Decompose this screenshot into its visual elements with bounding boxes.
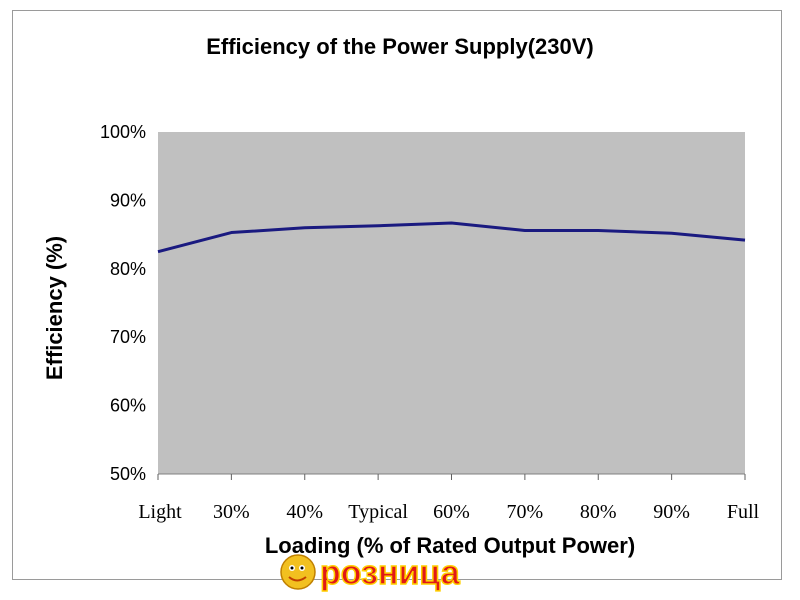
y-tick-label: 80% xyxy=(110,259,146,279)
y-tick-label: 90% xyxy=(110,190,146,210)
x-tick-label: 90% xyxy=(653,501,690,523)
y-tick-label: 70% xyxy=(110,327,146,347)
x-axis-title: Loading (% of Rated Output Power) xyxy=(264,533,636,558)
series-line xyxy=(157,221,746,254)
rozniza-logo: розница xyxy=(280,553,461,593)
chart-frame xyxy=(12,10,782,580)
x-tick-label: Light xyxy=(138,501,182,523)
series-group xyxy=(157,221,746,254)
x-axis: Light 30% 40% Typical 60% 70% 80% 90% Full xyxy=(138,473,760,523)
y-tick-label: 100% xyxy=(100,122,146,142)
y-tick-label: 50% xyxy=(110,464,146,484)
x-tick-label: 70% xyxy=(507,501,544,523)
plot-area xyxy=(158,132,745,474)
x-tick-label: 60% xyxy=(433,501,470,523)
x-tick-label: Full xyxy=(727,501,760,523)
y-tick-label: 60% xyxy=(110,396,146,416)
x-tick-label: 80% xyxy=(580,501,617,523)
y-axis: 100% 90% 80% 70% 60% 50% xyxy=(100,122,146,484)
x-tick-label: 30% xyxy=(213,501,250,523)
x-tick-label: 40% xyxy=(286,501,323,523)
y-axis-title: Efficiency (%) xyxy=(42,236,67,380)
x-tick-label: Typical xyxy=(348,501,408,523)
logo-text: розница xyxy=(320,554,461,592)
chart-title: Efficiency of the Power Supply(230V) xyxy=(206,34,594,59)
